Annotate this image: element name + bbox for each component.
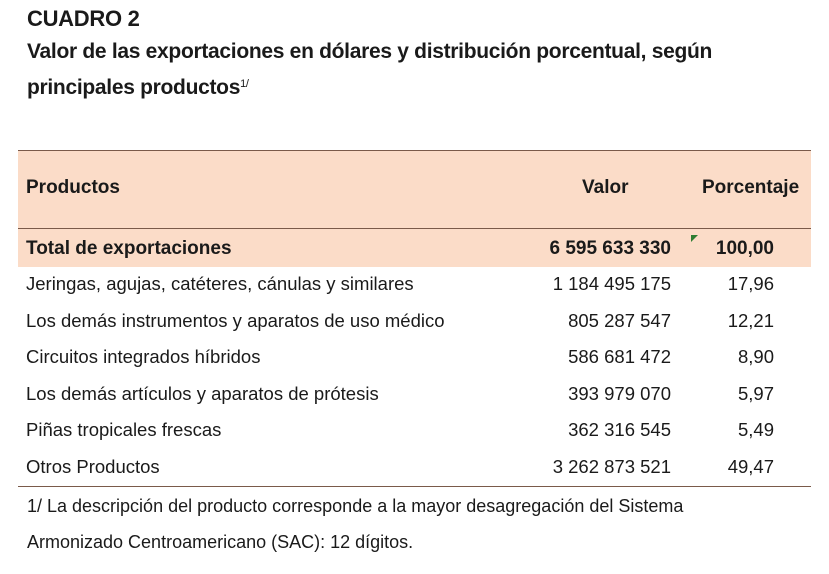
row-percent: 5,97 — [737, 382, 774, 404]
row-value: 586 681 472 — [568, 346, 671, 367]
footnote-line2: Armonizado Centroamericano (SAC): 12 díg… — [27, 532, 414, 552]
table-title-line2: principales productos — [27, 76, 241, 99]
title-block: CUADRO 2 Valor de las exportaciones en d… — [27, 6, 817, 106]
table-row: Circuitos integrados híbridos 586 681 47… — [18, 340, 811, 377]
comment-marker-icon — [691, 235, 698, 242]
footnote-ref: 1/ — [240, 78, 249, 90]
row-percent: 17,96 — [727, 273, 774, 294]
table-label: CUADRO 2 — [27, 6, 140, 31]
table-row: Otros Productos 3 262 873 521 49,47 — [18, 450, 811, 487]
row-value: 1 184 495 175 — [552, 273, 671, 294]
table-row: Los demás instrumentos y aparatos de uso… — [18, 304, 811, 341]
header-value: Valor — [582, 177, 629, 198]
row-percent: 49,47 — [727, 455, 774, 477]
row-name: Jeringas, agujas, catéteres, cánulas y s… — [26, 273, 414, 294]
total-value: 6 595 633 330 — [549, 238, 671, 259]
exports-table: Productos Valor Porcentaje Total de expo… — [18, 150, 811, 487]
table-row: Jeringas, agujas, catéteres, cánulas y s… — [18, 267, 811, 304]
header-products: Productos — [26, 177, 120, 198]
table-row: Los demás artículos y aparatos de prótes… — [18, 377, 811, 414]
row-value: 805 287 547 — [568, 309, 671, 331]
row-value: 3 262 873 521 — [552, 455, 671, 477]
row-percent: 8,90 — [737, 346, 774, 367]
row-percent: 5,49 — [737, 419, 774, 440]
total-percent: 100,00 — [715, 238, 774, 259]
table-title-line1: Valor de las exportaciones en dólares y … — [27, 40, 713, 63]
row-percent: 12,21 — [727, 309, 774, 331]
row-name: Piñas tropicales frescas — [26, 419, 222, 440]
footnote-line1: 1/ La descripción del producto correspon… — [27, 496, 684, 516]
row-name: Los demás artículos y aparatos de prótes… — [26, 382, 379, 404]
row-name: Otros Productos — [26, 455, 160, 477]
table-header: Productos Valor Porcentaje — [18, 150, 811, 229]
total-row: Total de exportaciones 6 595 633 330 100… — [18, 229, 811, 267]
total-name: Total de exportaciones — [26, 238, 232, 259]
header-percent: Porcentaje — [702, 177, 800, 198]
table-row: Piñas tropicales frescas 362 316 545 5,4… — [18, 413, 811, 450]
table-title: Valor de las exportaciones en dólares y … — [27, 34, 817, 106]
footnote: 1/ La descripción del producto correspon… — [27, 488, 807, 560]
row-name: Los demás instrumentos y aparatos de uso… — [26, 309, 445, 331]
row-value: 362 316 545 — [568, 419, 671, 440]
row-name: Circuitos integrados híbridos — [26, 346, 261, 367]
row-value: 393 979 070 — [568, 382, 671, 404]
